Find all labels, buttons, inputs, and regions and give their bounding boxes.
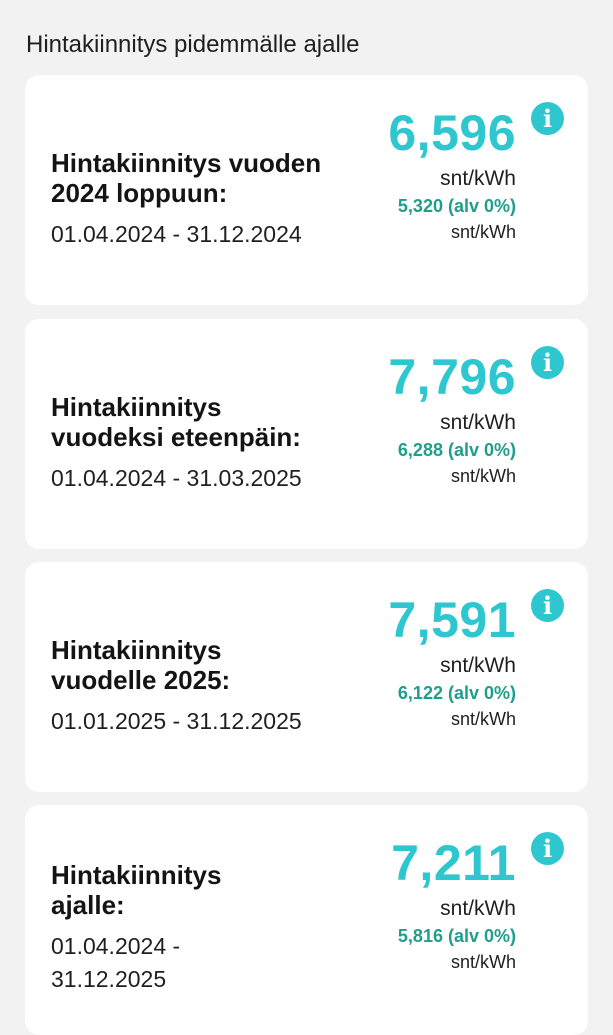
price-card-info: Hintakiinnitys vuodelle 2025: 01.01.2025… [51, 635, 351, 738]
price-block: 6,596 snt/kWh 5,320 (alv 0%) snt/kWh [296, 105, 516, 245]
price-block: 7,796 snt/kWh 6,288 (alv 0%) snt/kWh [296, 349, 516, 489]
vat-price: 6,122 (alv 0%) [397, 683, 516, 703]
card-title-line2: vuodeksi eteenpäin: [51, 422, 301, 452]
price-card-info: Hintakiinnitys vuoden 2024 loppuun: 01.0… [51, 148, 351, 251]
card-dates-line2: 31.12.2025 [51, 966, 167, 992]
price-value: 6,596 [388, 105, 516, 161]
card-title-line1: Hintakiinnitys [51, 635, 222, 665]
vat-unit: snt/kWh [450, 709, 516, 729]
card-dates: 01.04.2024 - 31.12.2025 [51, 930, 351, 996]
card-dates: 01.04.2024 - 31.03.2025 [51, 462, 351, 495]
price-unit: snt/kWh [440, 411, 516, 434]
vat-unit: snt/kWh [450, 222, 516, 242]
section-title: Hintakiinnitys pidemmälle ajalle [26, 31, 360, 58]
card-title-line1: Hintakiinnitys [51, 392, 222, 422]
card-title-line2: 2024 loppuun: [51, 178, 228, 208]
card-title: Hintakiinnitys ajalle: [51, 860, 351, 920]
price-block: 7,591 snt/kWh 6,122 (alv 0%) snt/kWh [296, 592, 516, 732]
card-dates: 01.01.2025 - 31.12.2025 [51, 705, 351, 738]
price-card-info: Hintakiinnitys vuodeksi eteenpäin: 01.04… [51, 392, 351, 495]
card-dates: 01.04.2024 - 31.12.2024 [51, 218, 351, 251]
card-dates-line1: 01.04.2024 - [51, 933, 181, 959]
vat-unit: snt/kWh [450, 466, 516, 486]
vat-price: 5,816 (alv 0%) [397, 926, 516, 946]
vat-price: 5,320 (alv 0%) [397, 196, 516, 216]
price-card-info: Hintakiinnitys ajalle: 01.04.2024 - 31.1… [51, 860, 351, 996]
card-title-line1: Hintakiinnitys [51, 860, 222, 890]
price-block: 7,211 snt/kWh 5,816 (alv 0%) snt/kWh [296, 835, 516, 975]
card-title: Hintakiinnitys vuodeksi eteenpäin: [51, 392, 351, 452]
price-value: 7,211 [391, 835, 516, 891]
price-unit: snt/kWh [440, 897, 516, 920]
info-icon[interactable]: i [531, 589, 564, 622]
price-card-year-ahead: Hintakiinnitys vuodeksi eteenpäin: 01.04… [25, 319, 588, 549]
price-card-period: Hintakiinnitys ajalle: 01.04.2024 - 31.1… [25, 805, 588, 1035]
price-value: 7,591 [388, 592, 516, 648]
info-icon[interactable]: i [531, 832, 564, 865]
card-dates-line1: 01.04.2024 - 31.03.2025 [51, 465, 302, 491]
price-unit: snt/kWh [440, 654, 516, 677]
card-title-line1: Hintakiinnitys vuoden [51, 148, 322, 178]
card-dates-line1: 01.01.2025 - 31.12.2025 [51, 708, 302, 734]
price-card-2024: Hintakiinnitys vuoden 2024 loppuun: 01.0… [25, 75, 588, 305]
card-title-line2: vuodelle 2025: [51, 665, 231, 695]
card-title: Hintakiinnitys vuodelle 2025: [51, 635, 351, 695]
card-title: Hintakiinnitys vuoden 2024 loppuun: [51, 148, 351, 208]
price-card-2025: Hintakiinnitys vuodelle 2025: 01.01.2025… [25, 562, 588, 792]
price-value: 7,796 [388, 349, 516, 405]
card-dates-line1: 01.04.2024 - 31.12.2024 [51, 221, 302, 247]
vat-price: 6,288 (alv 0%) [397, 440, 516, 460]
info-icon[interactable]: i [531, 346, 564, 379]
card-title-line2: ajalle: [51, 890, 125, 920]
price-unit: snt/kWh [440, 167, 516, 190]
info-icon[interactable]: i [531, 102, 564, 135]
vat-unit: snt/kWh [450, 952, 516, 972]
